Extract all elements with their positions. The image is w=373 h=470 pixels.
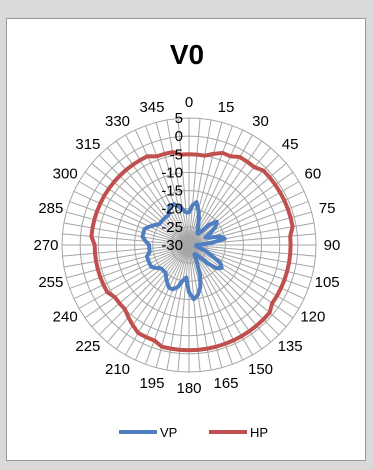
grid-spoke-64 xyxy=(106,147,190,246)
grid-spoke-66 xyxy=(125,134,190,246)
grid-spoke-67 xyxy=(134,129,190,246)
angle-label-180: 180 xyxy=(176,380,201,397)
legend-label-VP: VP xyxy=(160,425,177,440)
grid-spoke-57 xyxy=(66,211,190,246)
grid-spoke-40 xyxy=(145,244,190,365)
grid-spoke-43 xyxy=(115,244,190,350)
radial-tick-label: -20 xyxy=(161,201,183,218)
grid-spoke-3 xyxy=(188,122,223,246)
angle-labels: 0 15 30 45 60 75 90 105 120 135 150 165 180 195 210 225… xyxy=(33,94,340,397)
grid-spoke-69 xyxy=(155,122,190,246)
grid-spoke-70 xyxy=(166,119,190,246)
grid-spoke-51 xyxy=(66,244,190,279)
grid-spoke-2 xyxy=(188,119,212,246)
angle-label-30: 30 xyxy=(252,113,269,130)
angle-label-75: 75 xyxy=(319,200,336,217)
angle-label-285: 285 xyxy=(38,200,63,217)
angle-label-270: 270 xyxy=(33,237,58,254)
grid-spoke-49 xyxy=(73,244,190,300)
grid-spoke-19 xyxy=(188,244,316,257)
grid-spoke-60 xyxy=(78,181,190,246)
grid-spoke-46 xyxy=(91,244,190,328)
grid-spoke-68 xyxy=(145,125,190,246)
radial-tick-label: 0 xyxy=(175,128,183,145)
series-group xyxy=(89,150,295,353)
angle-label-240: 240 xyxy=(53,309,78,326)
angle-label-60: 60 xyxy=(304,166,321,183)
angle-label-45: 45 xyxy=(282,136,299,153)
grid-spoke-50 xyxy=(69,244,190,289)
angle-label-165: 165 xyxy=(213,375,238,392)
angle-label-0: 0 xyxy=(185,94,193,111)
grid-spoke-65 xyxy=(115,140,190,246)
grid-spoke-7 xyxy=(188,140,263,246)
grid-spoke-41 xyxy=(134,244,190,361)
grid-spoke-62 xyxy=(91,162,190,246)
grid-spoke-53 xyxy=(62,244,190,257)
angle-label-315: 315 xyxy=(75,136,100,153)
grid-spoke-47 xyxy=(84,244,190,319)
radial-tick-label: -10 xyxy=(161,164,183,181)
grid-spoke-71 xyxy=(177,118,190,246)
angle-label-105: 105 xyxy=(315,274,340,291)
radial-tick-label: -5 xyxy=(170,146,183,163)
angle-label-345: 345 xyxy=(139,99,164,116)
angle-label-150: 150 xyxy=(248,361,273,378)
angle-label-330: 330 xyxy=(105,113,130,130)
radar-chart: V0 0 15 30 45 60 75 90 105 120 135 150 165 180 195 210… xyxy=(33,39,340,440)
angle-label-120: 120 xyxy=(300,309,325,326)
chart-area: V0 0 15 30 45 60 75 90 105 120 135 150 165 180 195 210… xyxy=(6,18,366,461)
radial-tick-label: -15 xyxy=(161,183,183,200)
angle-label-15: 15 xyxy=(218,99,235,116)
grid-spoke-25 xyxy=(188,244,294,319)
grid-spoke-59 xyxy=(73,190,190,246)
grid-spoke-1 xyxy=(188,118,201,246)
grid-spoke-58 xyxy=(69,201,190,246)
grid-spoke-61 xyxy=(84,171,190,246)
grid-spoke-48 xyxy=(78,244,190,309)
radial-tick-label: -30 xyxy=(161,237,183,254)
grid-spoke-52 xyxy=(63,244,190,268)
grid-spoke-55 xyxy=(62,233,190,246)
grid-spoke-63 xyxy=(98,154,190,246)
angle-label-90: 90 xyxy=(324,237,341,254)
series-HP-line xyxy=(89,150,295,353)
angle-label-300: 300 xyxy=(53,166,78,183)
series-VP-line xyxy=(140,200,227,302)
angle-label-210: 210 xyxy=(105,361,130,378)
radial-tick-label: -25 xyxy=(161,219,183,236)
grid-spoke-20 xyxy=(188,244,315,268)
angle-label-225: 225 xyxy=(75,338,100,355)
radial-labels: 50-5-10 -15-20-25-30 xyxy=(161,110,183,254)
angle-label-255: 255 xyxy=(38,274,63,291)
grid-spoke-42 xyxy=(125,244,190,356)
grid-spoke-56 xyxy=(63,222,190,246)
legend: VP HP xyxy=(119,425,268,440)
chart-title: V0 xyxy=(170,39,204,70)
grid-spoke-45 xyxy=(98,244,190,336)
grid-spoke-21 xyxy=(188,244,312,279)
angle-label-135: 135 xyxy=(278,338,303,355)
angle-label-195: 195 xyxy=(139,375,164,392)
grid-spoke-24 xyxy=(188,244,300,309)
legend-label-HP: HP xyxy=(250,425,268,440)
radial-tick-label: 5 xyxy=(175,110,183,127)
grid-spoke-44 xyxy=(106,244,190,343)
